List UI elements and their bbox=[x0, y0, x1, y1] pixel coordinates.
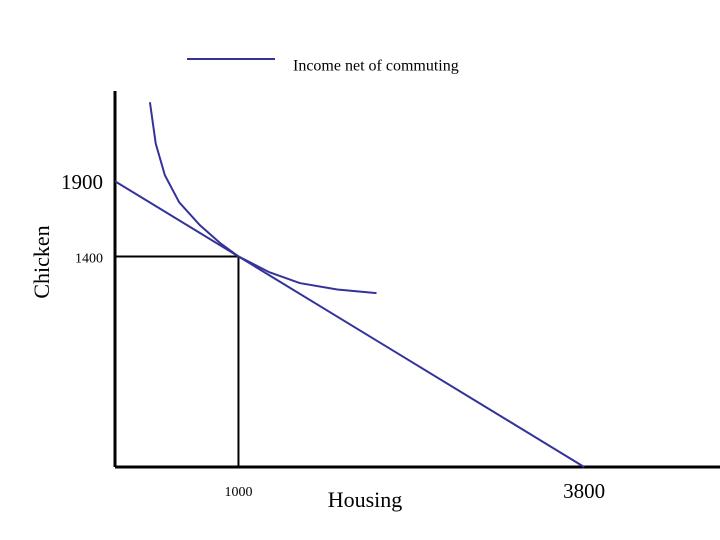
x-axis-label: Housing bbox=[328, 487, 403, 512]
series-line bbox=[114, 180, 585, 468]
y-axis-label: Chicken bbox=[29, 225, 54, 298]
x-tick-label: 1000 bbox=[224, 485, 252, 500]
legend-label: Income net of commuting bbox=[293, 58, 459, 75]
y-tick-label: 1900 bbox=[61, 170, 103, 194]
x-tick-label: 3800 bbox=[563, 479, 605, 503]
y-tick-label: 1400 bbox=[75, 252, 103, 267]
series-line bbox=[148, 102, 377, 295]
